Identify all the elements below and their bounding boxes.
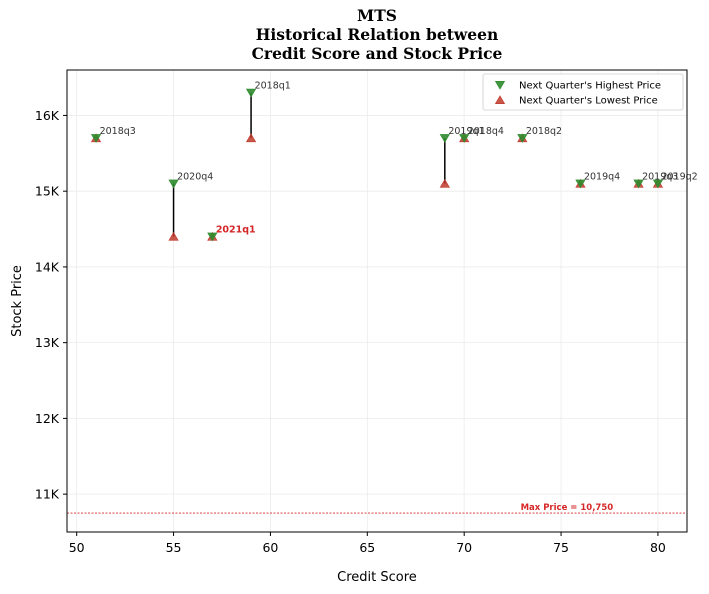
high-price-marker-2019q3 [633,179,644,189]
x-tick-label: 55 [166,540,182,555]
high-price-marker-2020q4 [168,179,179,189]
chart-title-line-2: Historical Relation between [255,25,499,44]
point-label-2018q2: 2018q2 [526,126,562,137]
point-label-2019q1: 2019q1 [448,126,484,137]
high-price-marker-2021q1 [207,232,218,242]
tick-layer: 50 55 60 65 70 75 80 11K 12K 13K 14K 15K 16K [35,108,666,555]
point-label-2018q4: 2018q4 [468,126,504,137]
y-tick-label: 13K [35,335,60,350]
point-label-2019q2: 2019q2 [661,172,697,183]
x-tick-label: 50 [69,540,85,555]
point-label-2018q3: 2018q3 [100,126,136,137]
point-label-2021q1: 2021q1 [216,225,256,236]
point-label-2019q4: 2019q4 [584,172,620,183]
chart-title: MTS Historical Relation between Credit S… [67,6,687,63]
low-price-marker-2018q1 [245,133,257,143]
reference-line-label: Max Price = 10,750 [521,503,614,513]
point-label-2019q3: 2019q3 [642,172,678,183]
high-price-marker-2018q4 [459,134,470,143]
point-label-2020q4: 2020q4 [177,172,213,183]
x-tick-label: 75 [553,540,569,555]
chart-title-line-3: Credit Score and Stock Price [251,44,503,63]
plot-frame [66,69,688,533]
x-tick-label: 60 [262,540,278,555]
connector-layer [172,92,446,237]
low-price-marker-2020q4 [168,231,179,241]
x-tick-label: 65 [359,540,375,555]
legend-label-0: Next Quarter's Highest Price [519,81,661,92]
point-label-2018q1: 2018q1 [255,81,291,92]
legend-box [482,73,684,111]
legend: Next Quarter's Highest Price Next Quarter… [482,73,684,111]
y-tick-label: 12K [35,411,60,426]
x-tick-label: 80 [650,540,666,555]
y-tick-label: 15K [35,184,60,199]
legend-low-marker [494,95,506,104]
y-tick-label: 14K [35,259,60,274]
y-axis-label: Stock Price [10,265,25,337]
high-price-marker-2018q3 [90,134,102,143]
x-tick-label: 70 [456,540,472,555]
legend-high-marker [494,81,506,90]
legend-label-1: Next Quarter's Lowest Price [519,96,658,107]
low-price-marker-2019q1 [439,178,450,188]
y-tick-label: 16K [35,108,60,123]
high-price-marker-2018q1 [245,88,257,98]
marker-layer [90,88,664,242]
grid-layer [67,70,687,532]
x-axis-label: Credit Score [337,570,417,585]
high-price-marker-2019q4 [575,179,586,189]
high-price-marker-2018q2 [517,134,528,143]
reference-layer: Max Price = 10,750 [67,503,687,514]
chart-title-line-1: MTS [357,6,397,25]
high-price-marker-2019q2 [652,179,664,189]
high-price-marker-2019q1 [439,134,450,143]
y-tick-label: 11K [35,487,60,502]
